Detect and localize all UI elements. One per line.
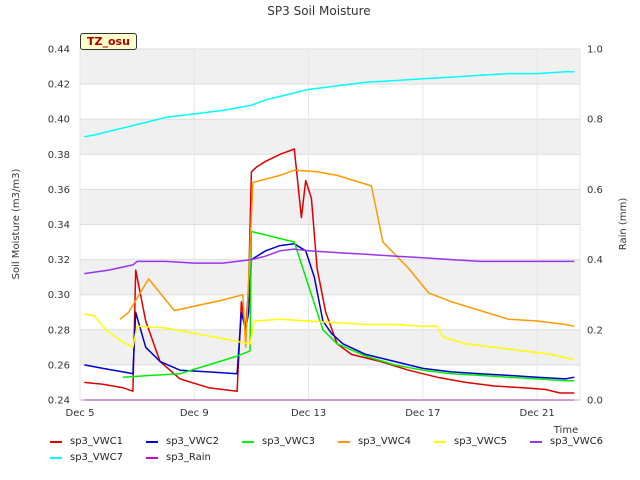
legend-swatch [50, 440, 62, 443]
y-tick-label: 0.38 [48, 150, 70, 161]
x-tick-labels: Dec 5 Dec 9 Dec 13 Dec 17 Dec 21 [66, 408, 555, 419]
legend-swatch [242, 440, 254, 443]
legend-swatch [146, 440, 158, 443]
plot-band [80, 189, 580, 225]
y2-tick-label: 0.0 [587, 396, 603, 407]
legend-label: sp3_Rain [166, 452, 211, 463]
plot-band [80, 49, 580, 85]
plot-background-bands [79, 48, 581, 401]
y2-tick-label: 0.4 [587, 255, 603, 266]
x-tick-label: Dec 21 [520, 408, 555, 419]
legend-item-sp3_VWC5: sp3_VWC5 [434, 436, 507, 447]
chart-title: SP3 Soil Moisture [267, 4, 370, 18]
y-tick-label: 0.30 [48, 290, 70, 301]
x-tick-label: Dec 9 [180, 408, 209, 419]
y-tick-label: 0.26 [48, 360, 70, 371]
y-tick-label: 0.28 [48, 325, 70, 336]
x-tick-label: Dec 13 [291, 408, 326, 419]
y-tick-label: 0.36 [48, 185, 70, 196]
x-tick-label: Dec 5 [66, 408, 95, 419]
legend-item-sp3_VWC7: sp3_VWC7 [50, 452, 123, 463]
y2-tick-label: 0.8 [587, 115, 603, 126]
series-line-sp3_VWC6 [84, 248, 575, 275]
y-tick-label: 0.34 [48, 220, 70, 231]
legend-swatch [530, 440, 542, 443]
y-tick-label: 0.24 [48, 396, 70, 407]
legend-swatch [434, 440, 446, 443]
legend-item-sp3_VWC1: sp3_VWC1 [50, 436, 123, 447]
y2-tick-label: 1.0 [587, 45, 603, 56]
x-axis-label: Time [553, 425, 578, 436]
legend-item-sp3_VWC6: sp3_VWC6 [530, 436, 603, 447]
y-tick-labels: 0.24 0.26 0.28 0.30 0.32 0.34 0.36 0.38 0.40 0.42… [48, 45, 70, 407]
y2-tick-label: 0.6 [587, 185, 603, 196]
plot-band [80, 119, 580, 155]
y-tick-label: 0.42 [48, 80, 70, 91]
series-line-sp3_VWC3 [122, 230, 575, 382]
x-tick-label: Dec 17 [405, 408, 440, 419]
timezone-badge: TZ_osu [80, 33, 137, 50]
legend-label: sp3_VWC5 [454, 436, 507, 447]
y-tick-label: 0.40 [48, 115, 70, 126]
series-line-sp3_VWC2 [84, 243, 575, 380]
y2-tick-label: 0.2 [587, 325, 603, 336]
y2-axis-label: Rain (mm) [618, 198, 629, 251]
series-lines [84, 71, 575, 401]
legend-swatch [338, 440, 350, 443]
legend-item-sp3_Rain: sp3_Rain [146, 452, 211, 463]
plot-band [80, 259, 580, 295]
series-line-sp3_VWC4 [119, 169, 575, 349]
y-axis-label: Soil Moisture (m3/m3) [11, 169, 22, 280]
legend-label: sp3_VWC2 [166, 436, 219, 447]
y2-tick-labels: 0.0 0.2 0.4 0.6 0.8 1.0 [587, 45, 603, 407]
legend-label: sp3_VWC1 [70, 436, 123, 447]
legend-swatch [50, 456, 62, 459]
series-line-sp3_VWC5 [84, 313, 575, 361]
legend-item-sp3_VWC3: sp3_VWC3 [242, 436, 315, 447]
legend-label: sp3_VWC7 [70, 452, 123, 463]
y-tick-label: 0.32 [48, 255, 70, 266]
legend-label: sp3_VWC6 [550, 436, 603, 447]
y-tick-label: 0.44 [48, 45, 70, 56]
series-line-sp3_VWC1 [84, 148, 575, 394]
series-line-sp3_VWC7 [84, 71, 575, 138]
legend-label: sp3_VWC3 [262, 436, 315, 447]
legend-item-sp3_VWC4: sp3_VWC4 [338, 436, 411, 447]
legend-item-sp3_VWC2: sp3_VWC2 [146, 436, 219, 447]
legend-label: sp3_VWC4 [358, 436, 411, 447]
legend-swatch [146, 456, 158, 459]
